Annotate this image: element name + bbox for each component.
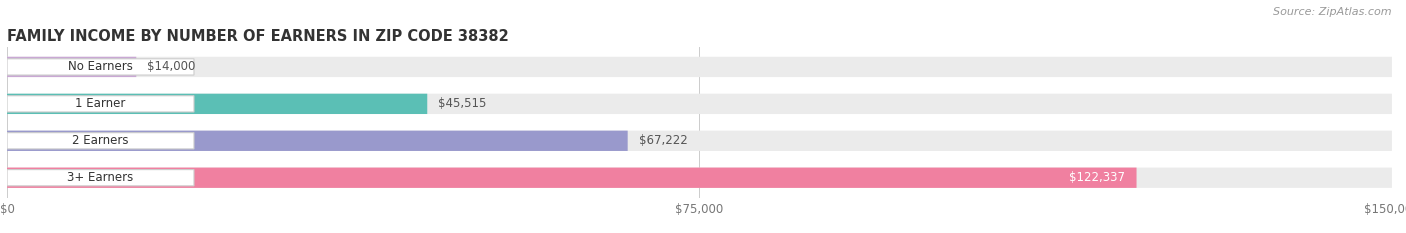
Text: $67,222: $67,222	[638, 134, 688, 147]
FancyBboxPatch shape	[7, 59, 194, 75]
FancyBboxPatch shape	[7, 133, 194, 149]
FancyBboxPatch shape	[7, 170, 194, 186]
FancyBboxPatch shape	[7, 96, 194, 112]
Text: No Earners: No Earners	[67, 60, 134, 73]
FancyBboxPatch shape	[7, 94, 427, 114]
FancyBboxPatch shape	[7, 131, 627, 151]
Text: 3+ Earners: 3+ Earners	[67, 171, 134, 184]
Text: Source: ZipAtlas.com: Source: ZipAtlas.com	[1274, 7, 1392, 17]
FancyBboxPatch shape	[7, 57, 1392, 77]
Text: $45,515: $45,515	[439, 97, 486, 110]
FancyBboxPatch shape	[7, 168, 1136, 188]
Text: 2 Earners: 2 Earners	[72, 134, 129, 147]
FancyBboxPatch shape	[7, 94, 1392, 114]
Text: FAMILY INCOME BY NUMBER OF EARNERS IN ZIP CODE 38382: FAMILY INCOME BY NUMBER OF EARNERS IN ZI…	[7, 29, 509, 44]
Text: $14,000: $14,000	[148, 60, 195, 73]
Text: 1 Earner: 1 Earner	[76, 97, 125, 110]
FancyBboxPatch shape	[7, 131, 1392, 151]
Text: $122,337: $122,337	[1070, 171, 1125, 184]
FancyBboxPatch shape	[7, 57, 136, 77]
FancyBboxPatch shape	[7, 168, 1392, 188]
